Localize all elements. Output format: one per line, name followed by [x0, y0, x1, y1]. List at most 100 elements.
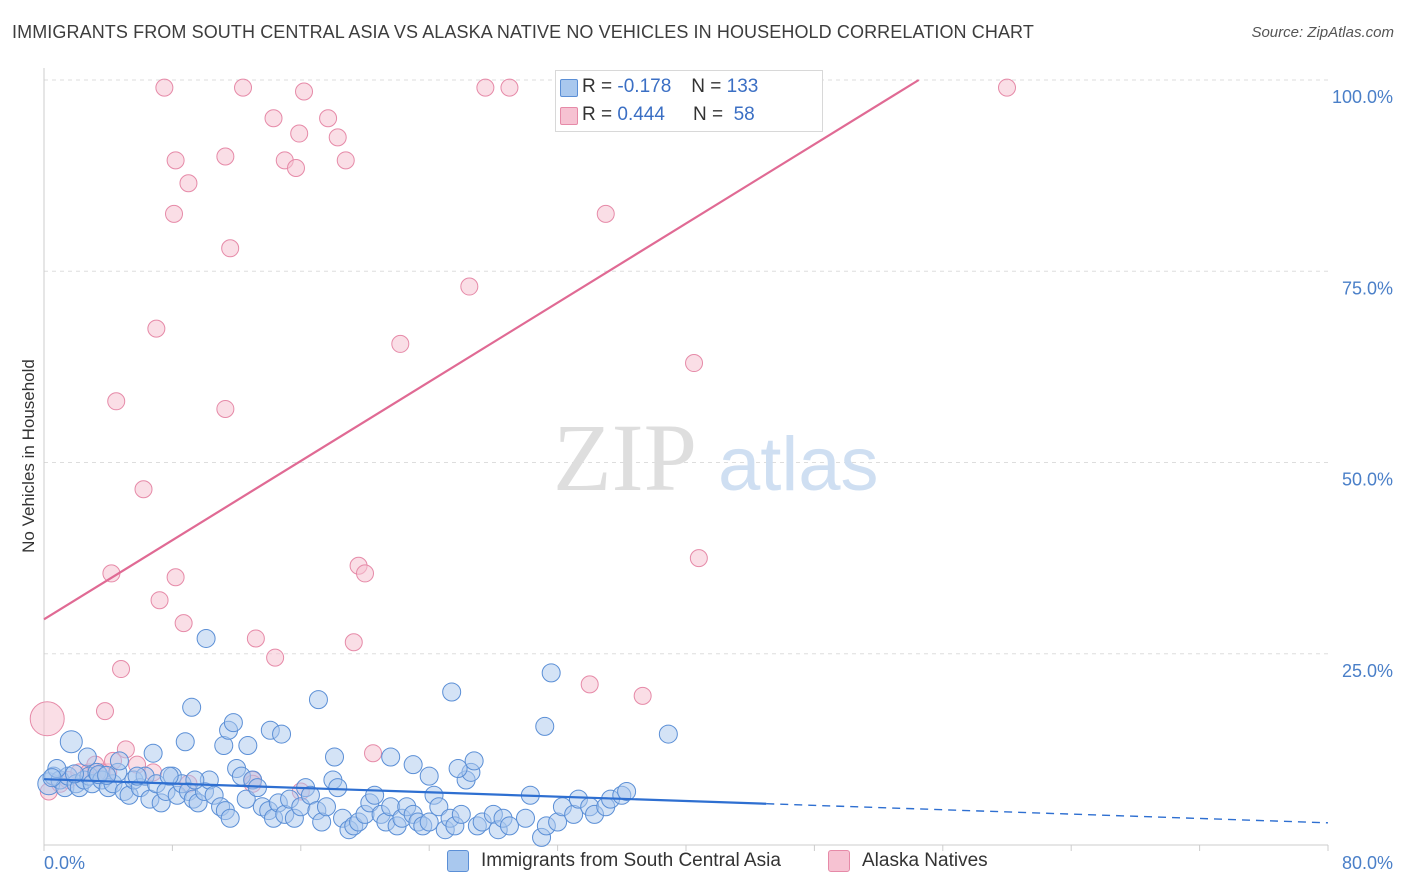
legend-n-value: 58 [733, 104, 755, 125]
south-central-asia-point [182, 697, 202, 717]
alaska-natives-point [112, 660, 131, 679]
alaska-natives-point [476, 78, 495, 97]
south-central-asia-point [316, 797, 336, 817]
alaska-natives-point [166, 568, 185, 587]
legend-item-south-central-asia[interactable]: Immigrants from South Central Asia [447, 850, 781, 872]
alaska-natives-point [246, 629, 265, 648]
alaska-natives-point [29, 701, 65, 737]
correlation-legend: R = -0.178 N = 133 R = 0.444 N = 58 [555, 70, 823, 132]
alaska-natives-point [295, 82, 314, 101]
alaska-natives-point [234, 78, 253, 97]
south-central-asia-point [185, 770, 205, 790]
alaska-natives-point [266, 648, 285, 667]
legend-label: Alaska Natives [862, 850, 988, 871]
alaska-natives-point [95, 702, 114, 721]
alaska-natives-point [286, 158, 305, 177]
y-tick-label: 50.0% [1342, 470, 1393, 490]
south-central-asia-point [442, 682, 462, 702]
south-central-asia-point [97, 765, 117, 785]
south-central-asia-point [403, 755, 423, 775]
alaska-natives-point [216, 399, 235, 418]
alaska-natives-point [460, 277, 479, 296]
watermark: ZIP atlas [553, 404, 879, 511]
south-central-asia-point [77, 747, 97, 767]
south-central-asia-point [328, 778, 348, 798]
alaska-natives-point [689, 549, 708, 568]
legend-swatch-pink [560, 107, 578, 125]
y-axis-label: No Vehicles in Household [19, 359, 38, 553]
south-central-asia-points [37, 628, 678, 847]
legend-swatch-blue [447, 850, 469, 872]
legend-row-blue: R = -0.178 N = 133 [560, 73, 759, 101]
alaska-natives-point [356, 564, 374, 583]
south-central-asia-point [541, 663, 561, 683]
chart-source: Source: ZipAtlas.com [1251, 24, 1394, 41]
legend-item-alaska-natives[interactable]: Alaska Natives [828, 850, 988, 872]
south-central-asia-point [175, 732, 195, 752]
alaska-natives-point [221, 239, 240, 258]
x-tick-label: 80.0% [1342, 853, 1393, 873]
blue-trend-line [43, 778, 767, 805]
legend-r-value: -0.178 [617, 76, 672, 97]
legend-r-label: R = [582, 76, 613, 97]
x-tick-label: 0.0% [44, 853, 85, 873]
south-central-asia-point [220, 808, 240, 828]
south-central-asia-point [223, 713, 243, 733]
south-central-asia-point [109, 751, 129, 771]
alaska-natives-point [179, 174, 198, 193]
south-central-asia-point [617, 781, 637, 801]
south-central-asia-point [429, 797, 449, 817]
south-central-asia-point [272, 724, 292, 744]
south-central-asia-point [448, 759, 468, 778]
south-central-asia-point [308, 690, 328, 710]
legend-n-value: 133 [726, 76, 759, 97]
legend-swatch-blue [560, 79, 578, 97]
south-central-asia-point [236, 789, 256, 809]
legend-n-label: N = [692, 104, 724, 125]
legend-r-value: 0.444 [617, 104, 665, 125]
south-central-asia-point [238, 736, 258, 756]
south-central-asia-point [42, 768, 62, 788]
alaska-natives-point [216, 147, 235, 166]
alaska-natives-point [319, 109, 338, 128]
south-central-asia-point [464, 751, 484, 771]
alaska-natives-point [134, 480, 153, 499]
blue-trend-line-extension [766, 803, 1329, 824]
south-central-asia-point [381, 747, 401, 767]
pink-trend-line [43, 79, 920, 621]
alaska-natives-point [364, 744, 383, 763]
alaska-natives-point [147, 319, 166, 338]
south-central-asia-point [143, 743, 163, 763]
south-central-asia-point [419, 812, 439, 832]
south-central-asia-point [535, 716, 555, 736]
alaska-natives-point [336, 151, 355, 170]
south-central-asia-point [516, 808, 535, 828]
y-tick-label: 100.0% [1332, 87, 1393, 107]
south-central-asia-point [59, 730, 83, 754]
south-central-asia-point [365, 785, 385, 805]
alaska-natives-point [150, 591, 169, 610]
south-central-asia-point [419, 766, 439, 786]
trend-lines [43, 79, 1329, 824]
legend-swatch-pink [828, 850, 850, 872]
alaska-natives-point [391, 334, 410, 353]
alaska-natives-point [596, 204, 615, 223]
south-central-asia-point [196, 628, 216, 648]
legend-label: Immigrants from South Central Asia [481, 850, 781, 871]
tick-labels: 100.0% 75.0% 50.0% 25.0% 0.0% 80.0% [44, 87, 1393, 873]
alaska-natives-point [174, 614, 193, 633]
alaska-natives-point [633, 686, 652, 705]
south-central-asia-point [658, 724, 678, 744]
watermark-atlas: atlas [718, 422, 879, 507]
alaska-natives-point [107, 392, 126, 411]
alaska-natives-point [166, 151, 185, 170]
south-central-asia-point [451, 804, 471, 824]
alaska-natives-point [685, 354, 704, 373]
watermark-zip: ZIP [553, 404, 697, 511]
south-central-asia-point [127, 766, 147, 786]
series-legend: Immigrants from South Central Asia Alask… [0, 850, 1406, 878]
legend-n-label: N = [691, 76, 722, 97]
alaska-natives-point [165, 204, 184, 223]
alaska-natives-point [344, 633, 363, 652]
alaska-natives-point [998, 78, 1016, 97]
